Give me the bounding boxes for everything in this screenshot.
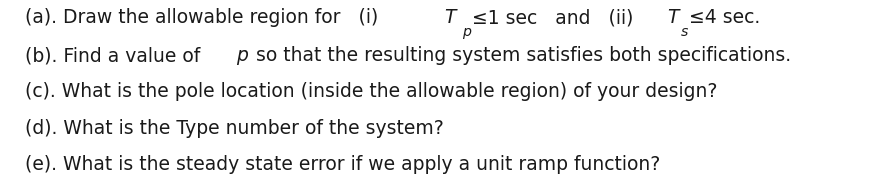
Text: T: T (444, 8, 455, 27)
Text: (e). What is the steady state error if we apply a unit ramp function?: (e). What is the steady state error if w… (25, 155, 660, 174)
Text: (d). What is the Type number of the system?: (d). What is the Type number of the syst… (25, 119, 444, 138)
Text: T: T (667, 8, 679, 27)
Text: s: s (680, 25, 688, 39)
Text: (b). Find a value of: (b). Find a value of (25, 46, 206, 65)
Text: (c). What is the pole location (inside the allowable region) of your design?: (c). What is the pole location (inside t… (25, 82, 717, 101)
Text: p: p (461, 25, 471, 39)
Text: (a). Draw the allowable region for   (i): (a). Draw the allowable region for (i) (25, 8, 384, 27)
Text: ≤4 sec.: ≤4 sec. (689, 8, 760, 27)
Text: ≤1 sec   and   (ii): ≤1 sec and (ii) (472, 8, 640, 27)
Text: so that the resulting system satisfies both specifications.: so that the resulting system satisfies b… (250, 46, 792, 65)
Text: p: p (236, 46, 249, 65)
